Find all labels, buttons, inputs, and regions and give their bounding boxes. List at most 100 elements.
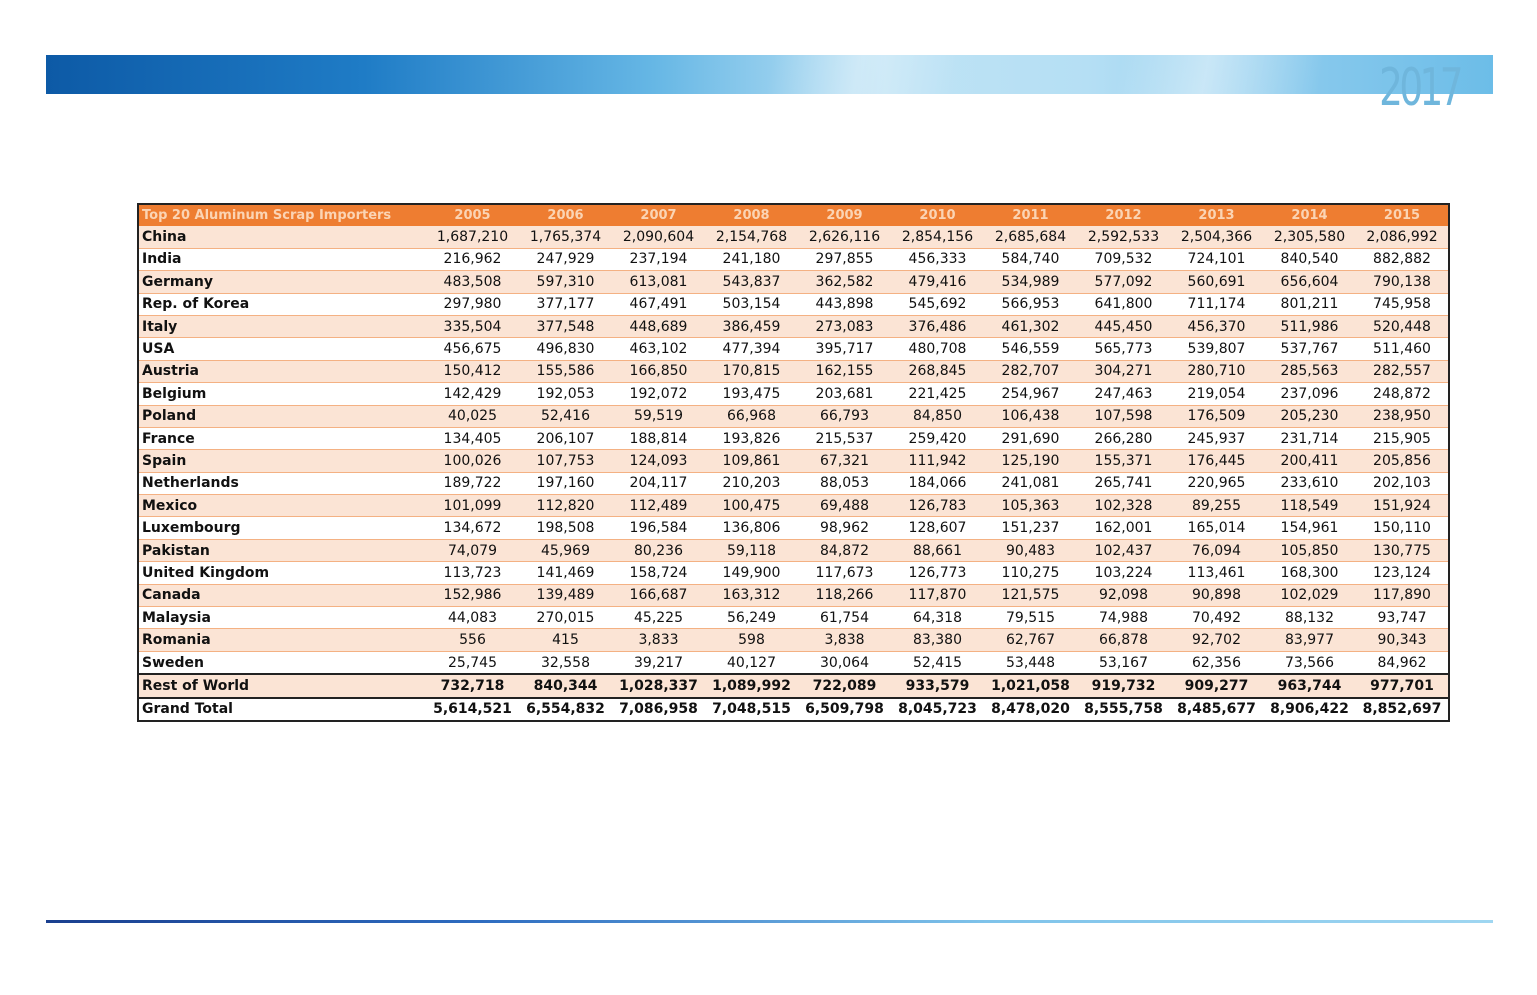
table-cell: 126,783: [891, 494, 984, 518]
table-cell: 280,710: [1170, 360, 1263, 384]
table-cell: 90,483: [984, 539, 1077, 563]
header-banner: [46, 55, 1493, 94]
table-row: Sweden 25,745 32,558 39,217 40,127 30,064 52,4…: [138, 651, 1449, 675]
table-cell: 933,579: [891, 673, 984, 698]
table-cell: 479,416: [891, 270, 984, 294]
table-cell: 44,083: [426, 606, 519, 630]
table-cell: 8,906,422: [1263, 696, 1356, 721]
table-cell: 141,469: [519, 561, 612, 585]
table-cell: 790,138: [1356, 270, 1449, 294]
table-cell: 456,675: [426, 337, 519, 361]
table-cell: 545,692: [891, 293, 984, 316]
table-cell: 162,001: [1077, 516, 1170, 540]
row-label: USA: [138, 337, 426, 361]
table-cell: 125,190: [984, 449, 1077, 473]
table-cell: 166,850: [612, 360, 705, 384]
table-cell: 304,271: [1077, 360, 1170, 384]
table-cell: 297,855: [798, 248, 891, 272]
table-cell: 205,230: [1263, 405, 1356, 428]
table-cell: 158,724: [612, 561, 705, 585]
table-cell: 656,604: [1263, 270, 1356, 294]
table-cell: 64,318: [891, 606, 984, 630]
table-cell: 2,154,768: [705, 226, 798, 249]
table-cell: 291,690: [984, 427, 1077, 451]
table-cell: 88,661: [891, 539, 984, 563]
table-cell: 45,969: [519, 539, 612, 563]
table-cell: 709,532: [1077, 248, 1170, 272]
table-cell: 66,793: [798, 405, 891, 428]
table-cell: 196,584: [612, 516, 705, 540]
row-label: Poland: [138, 405, 426, 428]
table-cell: 2,626,116: [798, 226, 891, 249]
table-cell: 546,559: [984, 337, 1077, 361]
table-cell: 2,305,580: [1263, 226, 1356, 249]
table-row: Romania 556 415 3,833 598 3,838 83,380 62,767 66…: [138, 628, 1449, 652]
table-cell: 584,740: [984, 248, 1077, 272]
table-cell: 155,371: [1077, 449, 1170, 473]
table-cell: 192,072: [612, 382, 705, 406]
table-cell: 121,575: [984, 584, 1077, 608]
row-label: Luxembourg: [138, 516, 426, 540]
table-header-row: Top 20 Aluminum Scrap Importers 2005 200…: [138, 204, 1449, 227]
table-cell: 977,701: [1356, 673, 1449, 698]
table-cell: 919,732: [1077, 673, 1170, 698]
table-cell: 215,905: [1356, 427, 1449, 451]
table-cell: 247,929: [519, 248, 612, 272]
table-cell: 268,845: [891, 360, 984, 384]
table-cell: 556: [426, 628, 519, 652]
table-cell: 641,800: [1077, 293, 1170, 316]
table-cell: 270,015: [519, 606, 612, 630]
table-cell: 184,066: [891, 472, 984, 496]
table-cell: 102,029: [1263, 584, 1356, 608]
table-cell: 163,312: [705, 584, 798, 608]
table-cell: 3,833: [612, 628, 705, 652]
table-row: Pakistan 74,079 45,969 80,236 59,118 84,872 88…: [138, 539, 1449, 563]
table-cell: 165,014: [1170, 516, 1263, 540]
table-cell: 220,965: [1170, 472, 1263, 496]
table-cell: 566,953: [984, 293, 1077, 316]
table-cell: 162,155: [798, 360, 891, 384]
table-cell: 102,437: [1077, 539, 1170, 563]
table-cell: 40,025: [426, 405, 519, 428]
year-header: 2014: [1263, 204, 1356, 227]
table-cell: 2,685,684: [984, 226, 1077, 249]
table-cell: 265,741: [1077, 472, 1170, 496]
table-cell: 88,053: [798, 472, 891, 496]
table-cell: 8,478,020: [984, 696, 1077, 721]
table-cell: 3,838: [798, 628, 891, 652]
table-cell: 1,687,210: [426, 226, 519, 249]
table-cell: 503,154: [705, 293, 798, 316]
table-cell: 192,053: [519, 382, 612, 406]
row-label: United Kingdom: [138, 561, 426, 585]
table-cell: 30,064: [798, 651, 891, 675]
table-cell: 7,048,515: [705, 696, 798, 721]
table-cell: 745,958: [1356, 293, 1449, 316]
table-cell: 282,707: [984, 360, 1077, 384]
table-cell: 377,177: [519, 293, 612, 316]
row-label: Germany: [138, 270, 426, 294]
table-cell: 197,160: [519, 472, 612, 496]
table-cell: 511,460: [1356, 337, 1449, 361]
table-row: India 216,962 247,929 237,194 241,180 297,855…: [138, 248, 1449, 272]
table-cell: 206,107: [519, 427, 612, 451]
table-cell: 84,872: [798, 539, 891, 563]
table-cell: 62,767: [984, 628, 1077, 652]
table-cell: 188,814: [612, 427, 705, 451]
table-cell: 112,820: [519, 494, 612, 518]
table-cell: 461,302: [984, 315, 1077, 339]
table-cell: 100,475: [705, 494, 798, 518]
table-cell: 92,702: [1170, 628, 1263, 652]
table-cell: 543,837: [705, 270, 798, 294]
table-cell: 142,429: [426, 382, 519, 406]
table-cell: 909,277: [1170, 673, 1263, 698]
table-cell: 170,815: [705, 360, 798, 384]
table-cell: 118,266: [798, 584, 891, 608]
table-cell: 335,504: [426, 315, 519, 339]
year-header: 2015: [1356, 204, 1449, 227]
table-row: USA 456,675 496,830 463,102 477,394 395,717 48…: [138, 337, 1449, 361]
table-cell: 445,450: [1077, 315, 1170, 339]
table-cell: 62,356: [1170, 651, 1263, 675]
table-cell: 39,217: [612, 651, 705, 675]
table-cell: 155,586: [519, 360, 612, 384]
table-cell: 130,775: [1356, 539, 1449, 563]
